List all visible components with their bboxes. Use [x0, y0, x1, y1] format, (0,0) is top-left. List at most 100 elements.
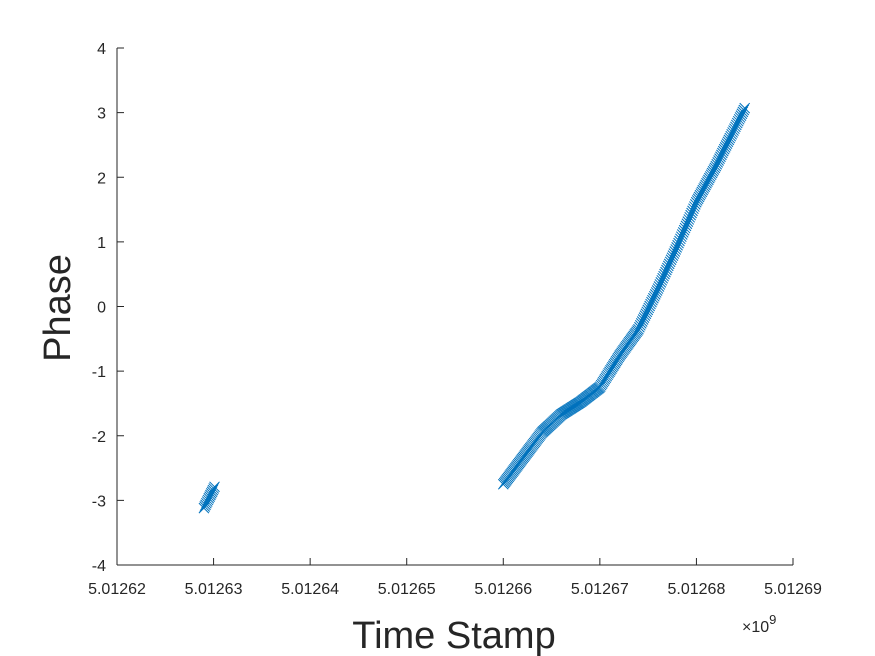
data-point	[709, 162, 721, 174]
data-point	[732, 115, 744, 127]
data-point	[209, 481, 220, 493]
x-tick-label: 5.01262	[88, 581, 146, 598]
data-point	[692, 193, 704, 205]
data-point	[635, 318, 647, 329]
y-tick-label: 4	[97, 41, 106, 58]
data-point	[698, 183, 710, 194]
y-tick-label: -2	[92, 429, 106, 446]
data-point	[646, 296, 657, 308]
data-point	[700, 179, 711, 191]
y-tick-label: 1	[97, 235, 106, 252]
y-axis-title: Phase	[37, 254, 79, 362]
x-axis-title: Time Stamp	[352, 615, 555, 656]
x-tick-label: 5.01264	[281, 581, 339, 598]
data-point	[642, 304, 654, 316]
data-point	[708, 164, 720, 175]
data-point	[690, 196, 702, 208]
data-point	[650, 287, 662, 298]
data-point	[725, 130, 737, 142]
x-tick-label: 5.01265	[378, 581, 436, 598]
data-point	[640, 308, 652, 320]
data-point	[705, 169, 717, 181]
data-point	[649, 289, 661, 300]
data-point	[729, 123, 740, 135]
data-point	[726, 128, 738, 140]
data-markers	[198, 102, 751, 514]
data-point	[634, 321, 645, 333]
data-segment	[497, 102, 751, 490]
y-tick-label: 3	[97, 106, 106, 123]
data-point	[651, 285, 663, 296]
x-tick-label: 5.01269	[764, 581, 822, 598]
data-point	[647, 294, 658, 306]
data-point	[716, 147, 728, 159]
data-point	[648, 292, 659, 304]
data-point	[719, 142, 731, 153]
data-point	[644, 300, 655, 312]
data-point	[724, 132, 736, 144]
data-point	[707, 165, 719, 177]
y-tick-label: 2	[97, 170, 106, 187]
data-point	[643, 302, 655, 314]
data-point	[715, 151, 726, 163]
data-point	[699, 181, 710, 193]
data-point	[693, 191, 705, 203]
data-point	[714, 153, 725, 164]
data-point	[739, 102, 751, 114]
data-point	[648, 290, 660, 302]
data-point	[633, 323, 644, 335]
data-point	[637, 314, 649, 325]
data-point	[727, 127, 738, 138]
data-point	[636, 316, 648, 327]
data-point	[691, 195, 703, 206]
x-tick-label: 5.01267	[571, 581, 629, 598]
data-point	[730, 121, 741, 133]
data-point	[711, 158, 723, 170]
data-point	[208, 483, 220, 494]
data-point	[706, 167, 718, 179]
data-point	[645, 298, 656, 310]
data-point	[730, 119, 742, 131]
data-point	[634, 319, 646, 331]
data-point	[703, 172, 715, 184]
data-point	[738, 104, 750, 116]
data-point	[734, 112, 746, 123]
data-point	[737, 106, 749, 118]
data-point	[694, 189, 706, 201]
y-tick-label: -3	[92, 493, 106, 510]
data-point	[695, 188, 707, 199]
data-point	[718, 143, 730, 155]
data-point	[733, 113, 745, 125]
data-point	[721, 138, 733, 150]
data-point	[702, 176, 713, 187]
data-point	[641, 306, 653, 318]
x-tick-label: 5.01268	[668, 581, 726, 598]
ticks: 5.01262 5.01263 5.01264 5.01265 5.01266 5.012…	[88, 41, 822, 598]
y-tick-label: 0	[97, 300, 106, 317]
data-point	[639, 310, 651, 322]
data-point	[710, 160, 722, 172]
data-point	[728, 125, 739, 136]
data-segment	[198, 481, 220, 514]
axes	[116, 48, 793, 566]
x-tick-label: 5.01263	[185, 581, 243, 598]
data-point	[723, 134, 735, 146]
data-point	[720, 140, 732, 151]
data-point	[731, 117, 743, 129]
data-point	[697, 184, 709, 196]
data-point	[207, 484, 219, 496]
data-point	[703, 174, 714, 186]
data-point	[713, 155, 724, 166]
data-point	[722, 136, 734, 148]
data-point	[696, 186, 708, 198]
data-point	[716, 149, 727, 161]
data-point	[735, 110, 747, 121]
data-point	[689, 199, 701, 210]
data-point	[712, 157, 724, 168]
data-point	[638, 312, 650, 323]
data-point	[717, 145, 729, 157]
x-axis-exponent: ×109	[742, 612, 776, 636]
data-point	[704, 171, 716, 182]
data-point	[736, 108, 748, 120]
